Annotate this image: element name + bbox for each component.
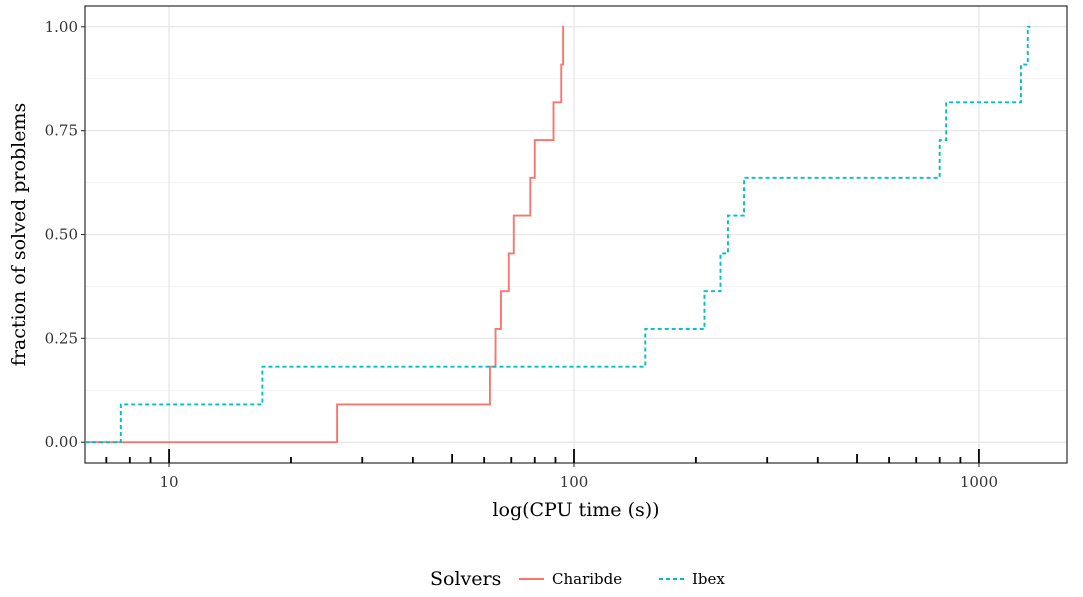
series-charibde-line [85, 25, 565, 444]
y-tick-label: 0.00 [45, 433, 78, 451]
legend: Solvers Charibde Ibex [430, 568, 725, 590]
x-tick-label: 10 [160, 473, 179, 491]
legend-title: Solvers [430, 568, 501, 590]
legend-label-ibex: Ibex [692, 570, 725, 588]
legend-items: Charibde Ibex [519, 570, 725, 588]
y-tick-label: 0.50 [45, 226, 78, 244]
y-tick-label: 0.25 [45, 329, 78, 347]
y-axis: 0.00 0.25 0.50 0.75 1.00 [45, 18, 85, 451]
y-axis-title: fraction of solved problems [8, 103, 30, 366]
series-ibex-line [85, 25, 1031, 444]
y-tick-label: 0.75 [45, 122, 78, 140]
series-layer [85, 25, 1031, 444]
x-axis: 10 100 1000 [105, 449, 998, 491]
y-tick-label: 1.00 [45, 18, 78, 36]
grid [85, 6, 1067, 463]
legend-label-charibde: Charibde [552, 570, 622, 588]
x-tick-label: 1000 [960, 473, 998, 491]
x-axis-title: log(CPU time (s)) [492, 499, 659, 521]
x-tick-label: 100 [560, 473, 589, 491]
